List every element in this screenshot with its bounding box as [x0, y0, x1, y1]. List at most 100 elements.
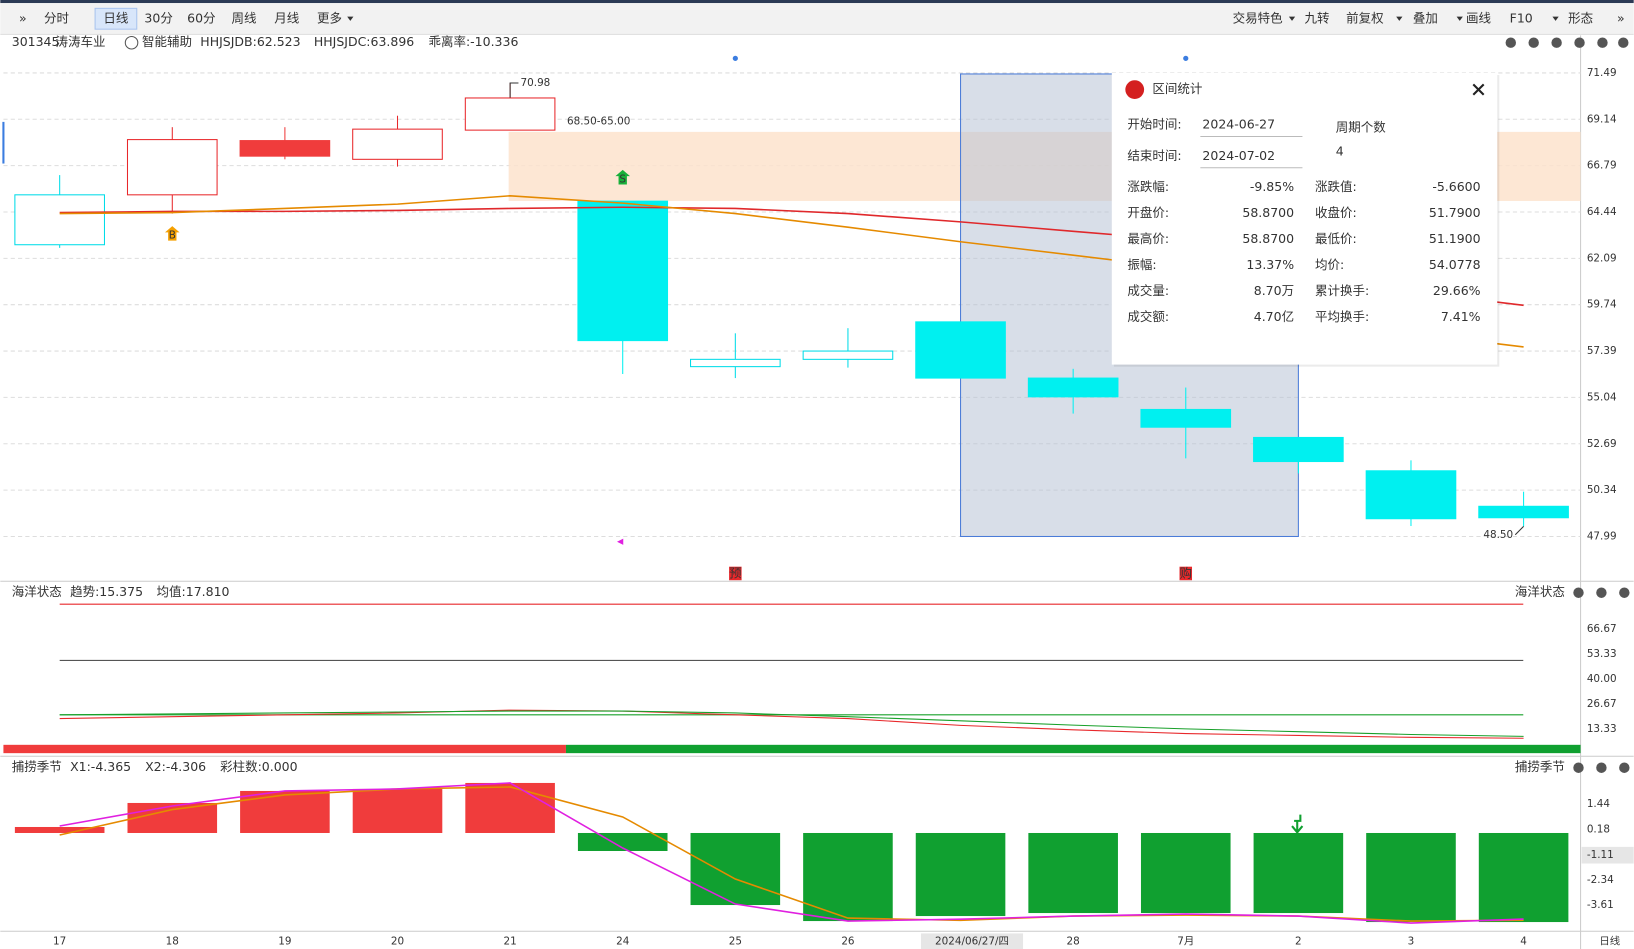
panel-icon[interactable]	[1596, 587, 1607, 598]
tab[interactable]: 分时	[44, 10, 70, 25]
x-tick-label: 7月	[1177, 936, 1194, 948]
header-icon[interactable]	[1551, 37, 1562, 48]
min-marker	[1514, 526, 1524, 536]
bar	[240, 790, 330, 833]
top-border	[0, 0, 1634, 4]
dropdown-arrow	[1288, 16, 1296, 21]
stock-code: 301345	[12, 34, 60, 49]
end-date[interactable]: 2024-07-02	[1202, 148, 1275, 163]
tool-button[interactable]: 前复权	[1346, 10, 1384, 25]
x-tick-label: 2	[1295, 936, 1302, 948]
field-label: 开始时间:	[1127, 117, 1181, 132]
stat-label: 平均换手:	[1315, 309, 1369, 324]
candle-body	[464, 97, 556, 131]
indicator-line	[59, 782, 1524, 924]
candle-body	[14, 194, 105, 246]
candle-body	[1365, 470, 1457, 520]
popup-title: 区间统计	[1152, 81, 1202, 96]
signal-icon	[615, 169, 631, 185]
tab[interactable]: 更多	[317, 10, 342, 25]
candle-body	[352, 128, 443, 160]
x-tick-label: 21	[503, 936, 516, 948]
toolbar	[0, 3, 1634, 35]
panel-icon[interactable]	[1619, 587, 1630, 598]
tab[interactable]: 月线	[274, 10, 300, 25]
bar	[915, 832, 1006, 917]
tab[interactable]: 60分	[187, 10, 215, 25]
y-tick-label: 59.74	[1587, 299, 1617, 311]
tab[interactable]: 日线	[103, 10, 129, 25]
stat-value: 58.8700	[1242, 205, 1294, 220]
bar	[127, 802, 218, 833]
dropdown-arrow	[1552, 16, 1559, 21]
candle-body	[915, 321, 1006, 379]
dropdown-arrow	[347, 16, 354, 21]
tab[interactable]: 30分	[144, 10, 172, 25]
count-value: 4	[1336, 144, 1344, 159]
stat-label: 成交量:	[1127, 283, 1169, 298]
pointer-mark	[616, 538, 624, 545]
y-tick-label: 71.49	[1587, 67, 1617, 79]
status-bar-red	[3, 744, 566, 754]
bar	[14, 826, 105, 833]
max-label: 70.98	[521, 77, 551, 89]
bar	[352, 788, 443, 833]
stat-value: -9.85%	[1250, 179, 1294, 194]
status-bar-green	[565, 744, 1581, 754]
tool-button[interactable]: 交易特色	[1233, 10, 1284, 25]
panel-icon[interactable]	[1619, 762, 1630, 773]
tool-button[interactable]: 形态	[1568, 10, 1593, 25]
start-date[interactable]: 2024-06-27	[1202, 117, 1275, 132]
header-icon[interactable]	[1528, 37, 1539, 48]
tab[interactable]: 周线	[232, 10, 258, 25]
stat-label: 涨跌值:	[1315, 179, 1357, 194]
note-dot	[1183, 55, 1189, 61]
header-icon[interactable]	[1505, 37, 1516, 48]
header-icon[interactable]	[1597, 37, 1608, 48]
tool-button[interactable]: 叠加	[1413, 10, 1438, 25]
tool-button[interactable]: F10	[1510, 10, 1533, 25]
y-tick-label: 13.33	[1587, 723, 1617, 735]
expand-icon[interactable]: »	[1617, 10, 1625, 25]
stat-value: 54.0778	[1429, 257, 1481, 272]
bar	[465, 782, 555, 833]
header-icon[interactable]	[1618, 37, 1629, 48]
collapse-icon[interactable]: »	[19, 10, 27, 25]
note-box	[729, 566, 742, 581]
y-tick-label: 64.44	[1587, 206, 1617, 218]
legend-item: X1:-4.365	[70, 759, 131, 774]
x-tick-label: 25	[729, 936, 742, 948]
y-tick-label: 52.69	[1587, 438, 1617, 450]
y-tick-label: -1.11	[1587, 849, 1614, 861]
panel-icon[interactable]	[1596, 762, 1607, 773]
x-tick-label: 2024/06/27/四	[935, 936, 1009, 948]
x-tick-label: 20	[391, 936, 404, 948]
legend-item: 彩柱数:0.000	[220, 759, 298, 774]
y-tick-label: 62.09	[1587, 252, 1617, 264]
close-button[interactable]	[1472, 83, 1485, 96]
x-tick-label: 17	[53, 936, 66, 948]
bar	[1140, 832, 1231, 914]
x-tick-label: 24	[616, 936, 630, 948]
signal-label: S	[619, 173, 626, 185]
panel-icon[interactable]	[1573, 762, 1584, 773]
panel-title-right: 捕捞季节	[1515, 759, 1565, 774]
tool-button[interactable]: 九转	[1305, 10, 1330, 25]
header-icon[interactable]	[1574, 37, 1585, 48]
y-tick-label: 57.39	[1587, 345, 1617, 357]
dropdown-arrow	[1456, 16, 1463, 21]
assist-icon[interactable]	[124, 35, 139, 50]
field-label: 周期个数	[1336, 120, 1387, 135]
stat-label: 振幅:	[1127, 257, 1156, 272]
field-label: 结束时间:	[1127, 148, 1181, 163]
max-marker	[509, 82, 519, 98]
stat-label: 涨跌幅:	[1127, 179, 1169, 194]
stat-value: 7.41%	[1441, 309, 1481, 324]
tool-button[interactable]: 画线	[1466, 10, 1491, 25]
legend-item: 趋势:15.375	[70, 584, 143, 599]
stat-value: 4.70亿	[1254, 309, 1294, 324]
stat-label: 最高价:	[1127, 231, 1169, 246]
y-tick-label: 53.33	[1587, 648, 1617, 660]
panel-icon[interactable]	[1573, 587, 1584, 598]
